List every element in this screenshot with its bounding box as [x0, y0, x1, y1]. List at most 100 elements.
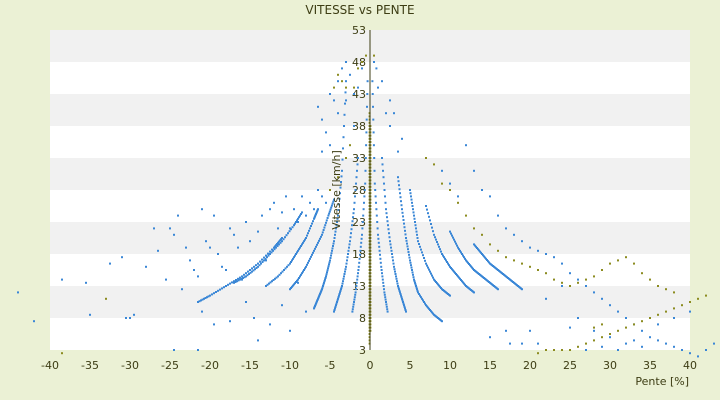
data-point-blue — [454, 271, 456, 274]
data-point-blue — [349, 73, 351, 76]
data-point-blue — [553, 256, 555, 259]
data-point-olive — [353, 86, 355, 89]
data-point-blue — [443, 256, 445, 259]
data-point-blue — [229, 282, 231, 285]
data-point-blue — [316, 300, 318, 303]
data-point-blue — [462, 281, 464, 284]
data-point-blue — [366, 80, 369, 83]
data-point-blue — [617, 310, 619, 313]
data-point-blue — [457, 246, 459, 249]
data-point-blue — [431, 311, 433, 314]
data-point-blue — [339, 192, 341, 195]
data-point-blue — [472, 267, 474, 270]
data-point-blue — [312, 251, 314, 254]
data-point-blue — [266, 283, 269, 286]
data-point-blue — [451, 268, 453, 271]
data-point-olive — [105, 297, 107, 300]
data-point-blue — [430, 223, 432, 225]
x-tick-label: 10 — [443, 359, 457, 372]
data-point-blue — [357, 269, 360, 271]
x-tick-label: -35 — [81, 359, 99, 372]
data-point-blue — [355, 288, 357, 291]
data-point-olive — [689, 301, 691, 303]
data-point-blue — [681, 349, 683, 351]
data-point-olive — [545, 349, 547, 351]
data-point-blue — [449, 294, 451, 297]
data-point-blue — [299, 214, 301, 217]
data-point-blue — [384, 296, 387, 299]
data-point-blue — [293, 224, 295, 227]
data-point-blue — [241, 275, 243, 278]
data-point-blue — [353, 125, 355, 127]
data-point-blue — [400, 200, 402, 203]
data-point-blue — [446, 261, 448, 263]
data-point-blue — [479, 250, 481, 253]
data-point-blue — [414, 281, 416, 284]
data-point-olive — [665, 288, 667, 291]
data-point-olive — [553, 278, 555, 281]
data-point-blue — [332, 200, 335, 203]
data-point-olive — [337, 176, 339, 179]
data-point-blue — [487, 260, 489, 263]
data-point-blue — [291, 226, 294, 229]
data-point-blue — [233, 281, 235, 284]
data-point-blue — [428, 268, 430, 271]
data-point-blue — [402, 302, 405, 305]
data-point-blue — [336, 299, 339, 302]
data-point-blue — [305, 237, 307, 239]
data-point-blue — [377, 86, 379, 89]
data-point-blue — [352, 216, 354, 219]
data-point-blue — [89, 313, 91, 316]
data-point-blue — [435, 281, 437, 283]
data-point-blue — [296, 279, 298, 282]
data-point-blue — [423, 301, 425, 303]
data-point-blue — [258, 264, 261, 267]
data-point-blue — [278, 273, 281, 276]
data-point-blue — [339, 289, 342, 292]
data-point-blue — [322, 285, 324, 287]
data-point-blue — [297, 217, 299, 220]
data-point-blue — [375, 67, 378, 70]
data-point-blue — [469, 264, 471, 267]
data-point-blue — [427, 306, 429, 309]
data-point-blue — [435, 238, 437, 241]
data-point-blue — [321, 231, 324, 234]
data-point-blue — [372, 118, 375, 121]
data-point-blue — [301, 211, 303, 214]
data-point-blue — [279, 239, 281, 242]
data-point-blue — [400, 296, 403, 299]
data-point-blue — [408, 253, 410, 256]
data-point-olive — [333, 86, 335, 89]
data-point-blue — [326, 271, 328, 274]
data-point-blue — [298, 216, 300, 219]
data-point-olive — [617, 329, 619, 332]
data-point-blue — [399, 293, 402, 295]
data-point-blue — [625, 342, 627, 345]
data-point-olive — [373, 54, 375, 57]
data-point-blue — [327, 267, 329, 270]
data-point-blue — [609, 304, 611, 307]
data-point-olive — [505, 256, 507, 259]
data-point-blue — [217, 253, 219, 255]
data-point-blue — [398, 184, 400, 187]
data-point-blue — [473, 243, 475, 246]
data-point-blue — [463, 256, 465, 259]
data-point-blue — [319, 291, 322, 294]
data-point-blue — [341, 285, 343, 287]
data-point-blue — [405, 237, 407, 239]
data-point-olive — [681, 304, 683, 307]
data-point-blue — [213, 292, 215, 295]
data-point-blue — [344, 91, 347, 94]
data-point-blue — [322, 229, 325, 231]
data-point-blue — [329, 144, 331, 147]
data-point-blue — [470, 265, 472, 268]
data-point-blue — [348, 243, 351, 246]
data-point-blue — [309, 227, 311, 230]
data-point-blue — [239, 276, 241, 279]
data-point-blue — [345, 262, 348, 265]
data-point-blue — [343, 125, 345, 127]
data-point-blue — [399, 291, 401, 294]
data-point-blue — [338, 203, 340, 206]
data-point-blue — [354, 293, 357, 296]
data-point-blue — [173, 233, 175, 236]
